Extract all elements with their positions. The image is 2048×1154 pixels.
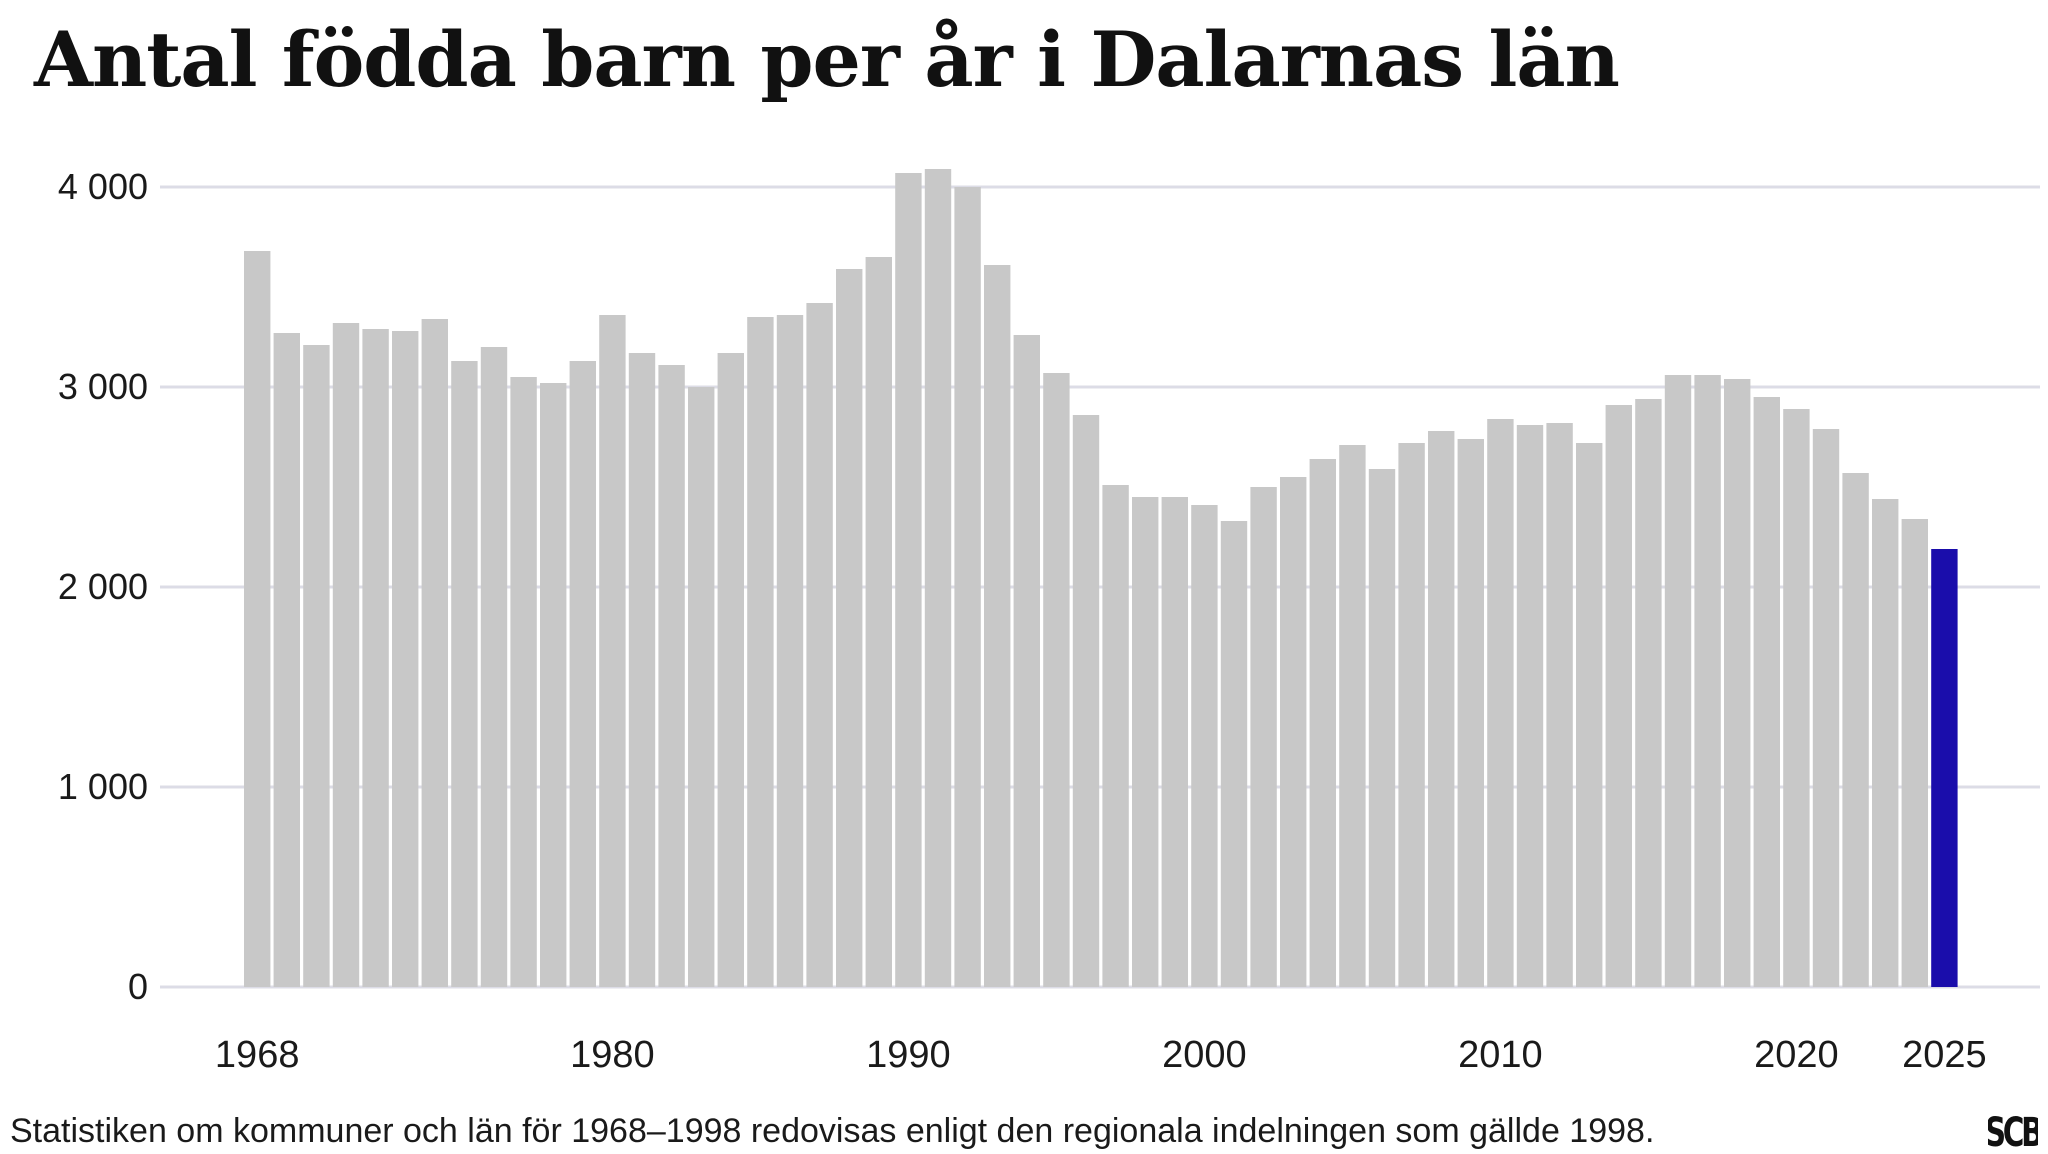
- bar-2007: [1398, 443, 1425, 987]
- bar-2020: [1783, 409, 1810, 987]
- x-tick-label: 1968: [215, 1034, 300, 1076]
- bar-2013: [1576, 443, 1603, 987]
- x-tick-label: 2020: [1754, 1034, 1839, 1076]
- bar-1969: [273, 333, 300, 987]
- bar-1988: [836, 269, 863, 987]
- x-axis-labels: 1968 1980 1990 2000 2010 2020 2025: [215, 1034, 1987, 1076]
- x-tick-label: 1990: [866, 1034, 951, 1076]
- bar-1995: [1043, 373, 1070, 987]
- bar-2001: [1220, 521, 1248, 987]
- bar-1979: [569, 361, 596, 987]
- bar-2012: [1546, 423, 1573, 987]
- bar-1992: [954, 187, 981, 987]
- bar-1978: [540, 383, 567, 987]
- chart-title: Antal födda barn per år i Dalarnas län: [34, 15, 1620, 104]
- bar-1973: [392, 331, 419, 987]
- bar-2006: [1368, 469, 1396, 987]
- bar-1972: [362, 329, 389, 987]
- bar-1986: [776, 315, 804, 987]
- x-tick-label: 1980: [570, 1034, 655, 1076]
- bar-1993: [984, 265, 1011, 987]
- y-tick-label: 4 000: [58, 166, 148, 207]
- bar-1998: [1132, 497, 1159, 987]
- bar-1977: [510, 377, 537, 987]
- bar-1974: [421, 319, 448, 987]
- bar-2003: [1280, 477, 1307, 987]
- bar-2024: [1901, 519, 1928, 987]
- bars: [244, 169, 1958, 987]
- bar-2005: [1339, 445, 1366, 987]
- y-axis-labels: 0 1 000 2 000 3 000 4 000: [58, 166, 148, 1007]
- bar-1991: [924, 169, 952, 987]
- bar-1994: [1013, 335, 1040, 987]
- y-tick-label: 0: [128, 966, 148, 1007]
- x-tick-label: 2025: [1902, 1034, 1987, 1076]
- bar-1990: [895, 173, 922, 987]
- svg-text:SCB: SCB: [1988, 1109, 2038, 1154]
- bar-1980: [599, 315, 626, 987]
- bar-1985: [747, 317, 774, 987]
- bar-1971: [332, 323, 360, 987]
- y-tick-label: 1 000: [58, 766, 148, 807]
- bar-1983: [688, 387, 715, 987]
- y-tick-label: 2 000: [58, 566, 148, 607]
- bar-2022: [1842, 473, 1869, 987]
- bar-2015: [1635, 399, 1662, 987]
- bar-1997: [1102, 485, 1129, 987]
- bar-1968: [244, 251, 271, 987]
- bar-2019: [1753, 397, 1780, 987]
- bar-2014: [1605, 405, 1632, 987]
- bar-2009: [1457, 439, 1484, 987]
- y-tick-label: 3 000: [58, 366, 148, 407]
- bar-1981: [628, 353, 656, 987]
- bar-2025: [1931, 549, 1958, 987]
- bar-2011: [1516, 425, 1544, 987]
- bar-1970: [303, 345, 330, 987]
- bar-2017: [1694, 375, 1721, 987]
- bar-2000: [1191, 505, 1218, 987]
- bar-1982: [658, 365, 685, 987]
- bar-1976: [480, 347, 508, 987]
- bar-1996: [1072, 415, 1100, 987]
- bar-2021: [1812, 429, 1840, 987]
- bar-1987: [806, 303, 833, 987]
- bar-2016: [1664, 375, 1692, 987]
- bar-2008: [1428, 431, 1455, 987]
- bar-1984: [717, 353, 744, 987]
- bar-1999: [1161, 497, 1188, 987]
- x-tick-label: 2010: [1458, 1034, 1543, 1076]
- bar-2018: [1724, 379, 1751, 987]
- bar-chart: 0 1 000 2 000 3 000 4 000 1968 1980 1990 2000 20…: [58, 166, 2040, 1076]
- scb-logo: SCB: [1988, 1109, 2038, 1154]
- bar-2023: [1872, 499, 1899, 987]
- bar-1975: [451, 361, 478, 987]
- bar-2002: [1250, 487, 1277, 987]
- bar-2004: [1309, 459, 1336, 987]
- footnote: Statistiken om kommuner och län för 1968…: [10, 1112, 1655, 1150]
- bar-2010: [1487, 419, 1514, 987]
- bar-1989: [865, 257, 892, 987]
- x-tick-label: 2000: [1162, 1034, 1247, 1076]
